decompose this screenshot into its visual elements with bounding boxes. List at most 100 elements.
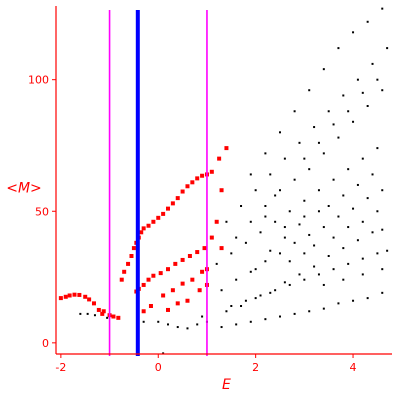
black-data-point xyxy=(347,168,350,171)
red-data-point xyxy=(101,309,106,314)
black-data-point xyxy=(235,236,238,239)
red-data-point xyxy=(156,215,161,220)
y-tick-label: 50 xyxy=(35,205,49,218)
black-data-point xyxy=(322,152,325,155)
black-data-point xyxy=(381,268,384,271)
y-tick-label: 0 xyxy=(42,337,49,350)
black-data-point xyxy=(230,305,233,307)
black-data-point xyxy=(293,312,296,315)
red-data-point xyxy=(161,293,166,298)
red-data-point xyxy=(122,269,127,274)
black-data-point xyxy=(259,231,262,234)
black-data-point xyxy=(235,278,238,281)
black-data-point xyxy=(352,120,355,123)
x-axis-label: E xyxy=(222,377,231,393)
black-data-point xyxy=(361,157,364,160)
black-data-point xyxy=(283,157,286,160)
red-data-point xyxy=(217,156,222,161)
black-data-point xyxy=(293,178,296,181)
black-data-point xyxy=(279,189,281,192)
black-data-point xyxy=(361,220,364,223)
red-data-point xyxy=(87,297,92,302)
red-data-point xyxy=(175,196,180,201)
black-data-point xyxy=(376,252,379,255)
black-data-point xyxy=(283,226,286,229)
red-data-point xyxy=(190,180,195,185)
black-data-point xyxy=(356,78,359,81)
black-data-point xyxy=(361,273,364,276)
black-data-point xyxy=(142,320,145,323)
black-data-point xyxy=(356,183,359,186)
black-data-point xyxy=(337,47,340,50)
black-data-point xyxy=(162,352,165,355)
black-data-point xyxy=(317,210,320,213)
black-data-point xyxy=(225,310,228,313)
black-data-point xyxy=(347,226,350,229)
black-data-point xyxy=(279,252,281,255)
black-data-point xyxy=(288,260,291,263)
black-data-point xyxy=(240,305,243,307)
x-tick-label: 2 xyxy=(252,361,259,374)
black-data-point xyxy=(337,215,340,218)
red-data-point xyxy=(111,314,116,319)
x-tick-label: 0 xyxy=(155,361,162,374)
black-data-point xyxy=(264,260,267,263)
black-data-point xyxy=(308,233,311,236)
black-data-point xyxy=(254,189,257,192)
black-data-point xyxy=(337,302,340,305)
black-data-point xyxy=(347,262,350,265)
black-data-point xyxy=(376,78,379,81)
red-data-point xyxy=(63,294,68,299)
red-data-point xyxy=(195,176,200,181)
black-data-point xyxy=(249,173,252,176)
black-data-point xyxy=(381,89,384,92)
red-data-point xyxy=(116,315,121,320)
black-data-point xyxy=(342,194,345,197)
red-data-point xyxy=(185,184,190,189)
red-data-point xyxy=(146,277,151,282)
black-data-point xyxy=(244,299,247,302)
black-data-point xyxy=(220,326,223,329)
black-data-point xyxy=(269,173,272,176)
red-data-point xyxy=(166,267,170,272)
black-data-point xyxy=(352,299,355,302)
red-data-point xyxy=(83,294,88,299)
red-data-point xyxy=(219,246,224,251)
black-data-point xyxy=(332,178,335,181)
red-data-point xyxy=(200,269,205,274)
red-data-point xyxy=(173,261,178,266)
black-data-point xyxy=(264,152,267,155)
black-data-point xyxy=(220,289,223,292)
black-data-point xyxy=(342,247,345,250)
red-data-point xyxy=(209,235,214,240)
black-data-point xyxy=(376,210,379,213)
black-data-point xyxy=(106,316,109,319)
black-data-point xyxy=(376,147,379,150)
black-data-point xyxy=(381,291,384,294)
black-data-point xyxy=(186,327,189,330)
axis-ticks: -2 0 2 4 0 50 100 xyxy=(28,74,357,374)
red-data-point xyxy=(129,254,134,258)
red-data-point xyxy=(91,301,96,306)
black-data-point xyxy=(293,241,296,244)
black-data-point xyxy=(303,199,306,202)
black-data-point xyxy=(196,323,199,326)
red-data-point xyxy=(180,257,185,262)
black-data-point xyxy=(235,323,238,326)
black-data-point xyxy=(254,268,257,271)
black-data-point xyxy=(313,244,316,247)
black-data-point xyxy=(249,320,252,323)
black-data-point xyxy=(274,289,277,292)
red-data-point xyxy=(151,219,156,224)
black-data-point xyxy=(303,157,306,160)
red-data-point xyxy=(72,292,77,297)
black-data-point xyxy=(327,255,330,257)
y-axis-label: <M> xyxy=(6,181,42,197)
black-data-point xyxy=(308,168,311,171)
red-data-point xyxy=(180,281,185,286)
black-data-point xyxy=(249,270,252,273)
red-data-point xyxy=(146,223,151,228)
black-data-point xyxy=(298,273,301,276)
black-data-point xyxy=(337,136,340,139)
